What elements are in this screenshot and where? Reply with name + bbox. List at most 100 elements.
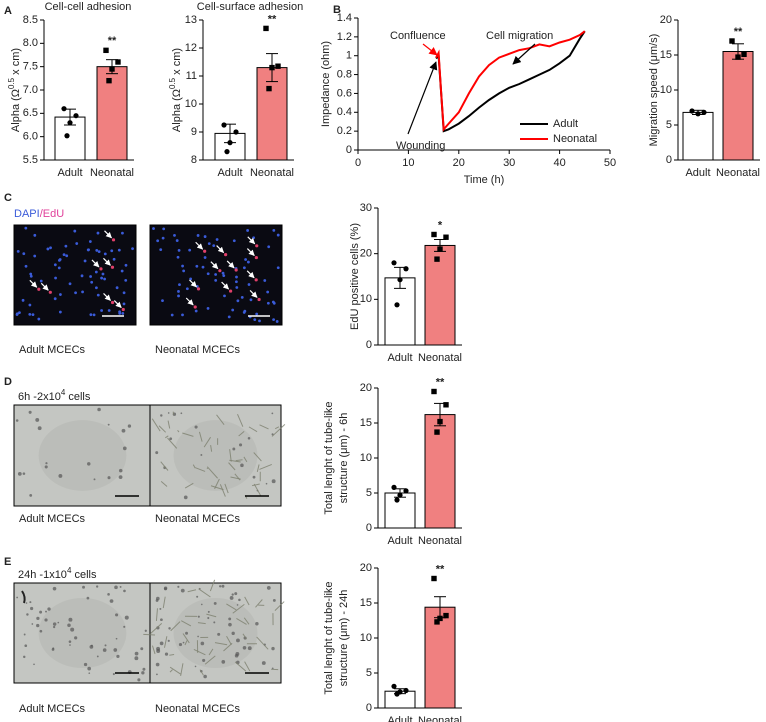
tube [243,617,250,625]
data-point [64,133,70,139]
y-axis-label: structure (μm) - 6h [338,413,350,504]
tube [170,621,181,632]
label-part: 24h -1x10 [18,569,67,581]
cell [203,674,207,679]
y-axis-label: structure (μm) - 24h [338,590,350,687]
nucleus [221,271,225,275]
cell [17,471,22,476]
tube [167,437,178,449]
label-part: 4 [61,388,66,397]
x-tick-label: 0 [355,157,361,169]
cell [113,648,118,652]
nucleus [266,301,270,305]
significance: ** [734,26,743,38]
cell [242,645,247,650]
y-tick-label: 0 [366,702,372,714]
arrow [103,293,111,301]
tube [182,432,194,437]
tube [180,620,192,627]
cell [159,641,164,646]
nucleus [122,291,126,295]
cell [168,627,171,630]
nucleus [83,259,87,263]
tube [274,601,285,611]
nucleus [117,248,121,252]
x-tick-label: Adult [387,715,412,722]
cell [107,593,110,596]
data-point [275,63,281,69]
nucleus [253,318,257,321]
tube [274,426,280,430]
arrow [226,260,235,269]
cell [236,604,239,606]
x-tick-label: Adult [57,167,82,179]
nucleus [194,309,198,313]
nucleus [37,317,41,321]
arrow [185,297,194,306]
cell [30,606,34,611]
label-part: cells [65,391,91,403]
y-tick-label: 9 [191,126,197,138]
cell [36,623,40,628]
cell [194,425,198,429]
edu-cell [218,269,222,273]
nucleus [62,253,66,257]
cell [156,673,158,676]
nucleus [124,278,128,282]
image-caption: Neonatal MCECs [155,703,240,715]
data-point [437,615,443,622]
significance: ** [108,35,117,47]
nucleus [121,311,125,315]
y-axis-label: 6h -2x104 cells [18,388,91,403]
tube [252,483,260,487]
label-part: 0.5 [168,77,177,89]
edu-cell [110,265,115,269]
significance: ** [268,13,277,25]
cell [156,646,161,651]
y-tick-label: 8 [191,154,197,166]
nucleus [235,286,239,289]
y-tick-label: 15 [660,49,672,61]
arrow [113,300,122,308]
tube [223,642,233,652]
x-tick-label: Neonatal [250,167,294,179]
cell [197,615,200,618]
cell [141,671,145,675]
nucleus [246,229,250,232]
nucleus [95,248,99,252]
panel-label: D [4,376,12,388]
arrow [249,290,258,298]
y-tick-label: 15 [360,597,372,609]
cell [44,618,48,622]
nucleus [101,272,105,276]
y-tick-label: 0.2 [337,125,352,137]
debris [21,590,26,604]
cell [159,607,162,610]
edu-cell [255,244,259,248]
nucleus [65,254,69,258]
cell [180,588,185,593]
tube [169,669,173,673]
nucleus [236,299,240,303]
y-tick-label: 11 [186,70,197,82]
y-axis-label: Alpha (Ω0.5 x cm) [168,48,183,132]
y-tick-label: 1 [346,50,352,62]
bar [722,51,754,161]
nucleus [121,231,124,235]
data-point [73,113,79,119]
cell [207,616,210,620]
tube [232,604,245,614]
cell [96,585,99,588]
chart-title: Cell-cell adhesion [45,1,132,13]
cell [39,629,43,633]
cell [196,595,199,598]
cell [200,641,205,646]
data-point [115,59,121,65]
y-axis-label: Alpha (Ω0.5 x cm) [7,48,22,132]
nucleus [181,313,184,317]
y-tick-label: 0 [366,339,372,351]
texture [38,598,127,668]
arrow [247,236,256,245]
nucleus [29,274,33,278]
tube [253,483,262,497]
